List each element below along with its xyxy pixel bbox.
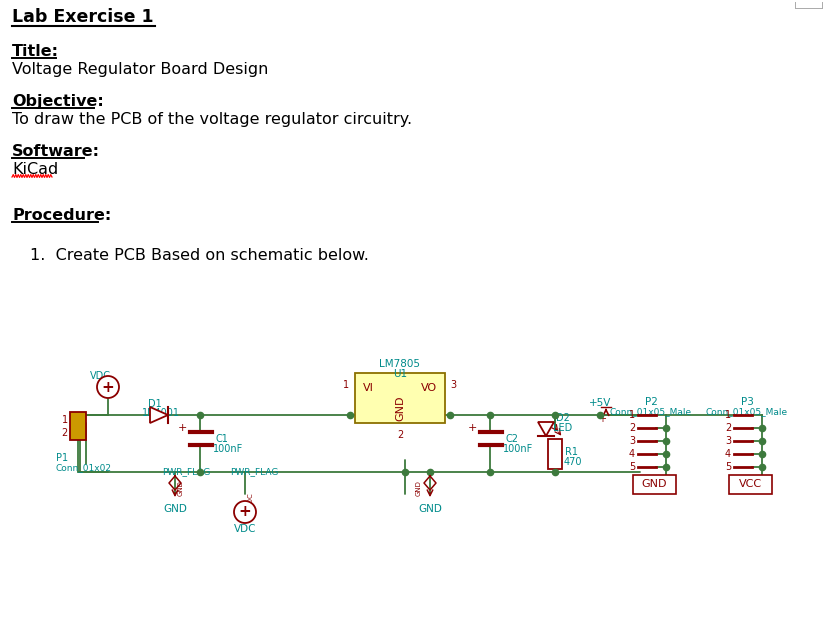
Text: GND: GND <box>641 479 667 489</box>
Text: +: + <box>178 423 187 433</box>
Text: 2: 2 <box>397 430 403 440</box>
Text: VCC: VCC <box>738 479 762 489</box>
Text: VO: VO <box>421 383 437 393</box>
Text: D1: D1 <box>148 399 162 409</box>
Text: To draw the PCB of the voltage regulator circuitry.: To draw the PCB of the voltage regulator… <box>12 112 412 127</box>
Text: P2: P2 <box>645 397 657 407</box>
Text: C1: C1 <box>215 434 228 444</box>
Text: 2: 2 <box>62 428 68 438</box>
Polygon shape <box>150 407 168 423</box>
Text: GND: GND <box>418 504 442 514</box>
Text: 100nF: 100nF <box>213 444 243 454</box>
Text: Conn_01x05_Male: Conn_01x05_Male <box>610 407 692 416</box>
Text: PWR_FLAG: PWR_FLAG <box>230 467 278 476</box>
Text: VI: VI <box>363 383 374 393</box>
Text: 1.  Create PCB Based on schematic below.: 1. Create PCB Based on schematic below. <box>30 248 369 263</box>
Text: +: + <box>598 414 606 424</box>
Text: U1: U1 <box>393 369 407 379</box>
Text: LM7805: LM7805 <box>379 359 421 369</box>
Text: Lab Exercise 1: Lab Exercise 1 <box>12 8 154 26</box>
Text: 4: 4 <box>629 449 635 459</box>
Bar <box>70 412 86 440</box>
Text: KiCad: KiCad <box>12 162 58 177</box>
Text: R1: R1 <box>565 447 578 457</box>
Text: Procedure:: Procedure: <box>12 208 111 223</box>
Bar <box>548 439 562 469</box>
Text: 1: 1 <box>725 410 731 420</box>
Text: +5V: +5V <box>589 398 611 408</box>
Circle shape <box>97 376 119 398</box>
Text: 1N4001: 1N4001 <box>142 408 180 418</box>
Text: 100nF: 100nF <box>503 444 534 454</box>
Text: 470: 470 <box>564 457 583 467</box>
Text: 5: 5 <box>725 462 731 472</box>
Text: VDC: VDC <box>248 493 254 507</box>
Text: +: + <box>468 423 477 433</box>
Text: +: + <box>102 380 114 394</box>
Polygon shape <box>538 422 554 436</box>
Text: 5: 5 <box>629 462 635 472</box>
Text: VDC: VDC <box>112 378 121 395</box>
Text: C2: C2 <box>505 434 518 444</box>
Text: Voltage Regulator Board Design: Voltage Regulator Board Design <box>12 62 268 77</box>
Text: 4: 4 <box>725 449 731 459</box>
Text: VDC: VDC <box>234 524 256 534</box>
Text: 1: 1 <box>343 380 349 390</box>
Text: Conn_01x02: Conn_01x02 <box>56 463 112 472</box>
Text: 1: 1 <box>62 415 68 425</box>
Text: Title:: Title: <box>12 44 59 59</box>
Text: D2: D2 <box>556 413 569 423</box>
Text: Objective:: Objective: <box>12 94 104 109</box>
Text: LED: LED <box>553 423 572 433</box>
Text: 3: 3 <box>450 380 456 390</box>
Text: Conn_01x05_Male: Conn_01x05_Male <box>706 407 788 416</box>
Text: GND: GND <box>178 480 184 496</box>
Text: +: + <box>239 505 251 519</box>
Text: PWR_FLAG: PWR_FLAG <box>162 467 210 476</box>
Circle shape <box>234 501 256 523</box>
Text: 3: 3 <box>725 436 731 446</box>
Bar <box>355 373 445 423</box>
Text: Software:: Software: <box>12 144 100 159</box>
Text: 2: 2 <box>725 423 731 433</box>
FancyBboxPatch shape <box>728 474 772 493</box>
Text: P3: P3 <box>741 397 753 407</box>
Text: 1: 1 <box>629 410 635 420</box>
FancyBboxPatch shape <box>632 474 676 493</box>
Text: GND: GND <box>395 395 405 421</box>
Text: GND: GND <box>416 480 422 496</box>
Text: GND: GND <box>163 504 187 514</box>
Text: 2: 2 <box>629 423 635 433</box>
Text: 3: 3 <box>629 436 635 446</box>
Text: VDC: VDC <box>89 371 110 381</box>
Text: P1: P1 <box>56 453 68 463</box>
